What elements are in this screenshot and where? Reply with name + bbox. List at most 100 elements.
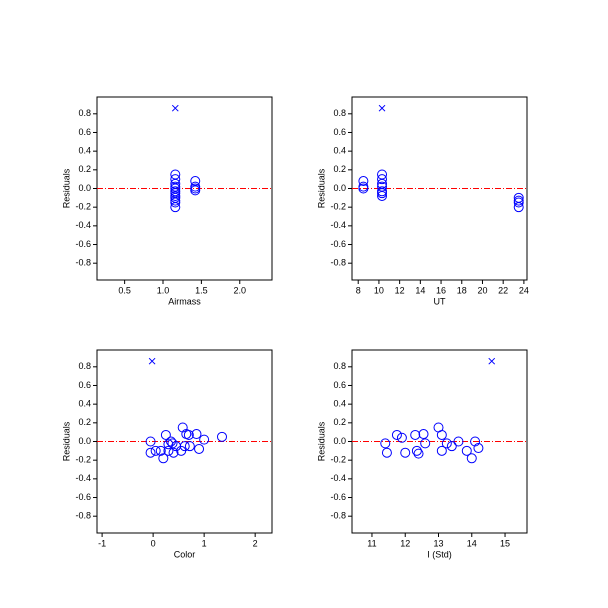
point [466, 453, 477, 464]
y-tick-label: 0.6 [333, 380, 346, 390]
x-axis-label: UT [434, 296, 446, 306]
y-tick-label: 0.4 [78, 399, 91, 409]
point [380, 438, 391, 449]
x-tick-label: 10 [374, 285, 384, 295]
y-tick-label: 0.0 [333, 183, 346, 193]
x-tick-label: 11 [367, 538, 376, 548]
y-tick-label: 0.2 [78, 417, 91, 427]
y-tick-label: 0.6 [78, 127, 91, 137]
point [163, 445, 174, 456]
scatter-panel: 0.8 0.6 0.4 0.2 0.0 -0.2 -0.4 -0.6 -0.8 -1 0 1 2 Colo… [61, 349, 273, 559]
point [410, 429, 421, 440]
point [170, 202, 181, 213]
y-axis-label: Residuals [316, 421, 326, 461]
x-tick-label: 0 [151, 538, 156, 548]
point [377, 190, 388, 201]
point [436, 445, 447, 456]
point [396, 432, 407, 443]
y-tick-label: -0.6 [75, 492, 91, 502]
point [436, 429, 447, 440]
point [179, 441, 190, 452]
point [358, 183, 369, 194]
x-tick-label: 15 [500, 538, 510, 548]
x-tick-label: 1 [202, 538, 207, 548]
point [441, 438, 452, 449]
y-tick-label: -0.8 [75, 258, 91, 268]
x-tick-label: 14 [415, 285, 425, 295]
point [170, 197, 181, 208]
y-axis-label: Residuals [316, 168, 326, 208]
x-axis-label: Color [174, 549, 196, 559]
x-tick-label: 12 [400, 538, 410, 548]
y-tick-label: 0.2 [78, 164, 91, 174]
x-tick-label: 1.0 [157, 285, 170, 295]
y-tick-label: -0.4 [75, 220, 91, 230]
x-tick-label: 0.5 [118, 285, 131, 295]
scatter-panel: 0.8 0.6 0.4 0.2 0.0 -0.2 -0.4 -0.6 -0.8 11 12 13 14 1… [316, 349, 528, 559]
point [358, 181, 369, 192]
y-tick-label: 0.2 [333, 164, 346, 174]
point [418, 429, 429, 440]
outlier-point [171, 104, 179, 112]
point [473, 443, 484, 454]
x-axis-label: Airmass [168, 296, 201, 306]
point [513, 197, 524, 208]
x-tick-label: 2.0 [234, 285, 247, 295]
y-tick-label: 0.6 [333, 127, 346, 137]
scatter-panel: 0.8 0.6 0.4 0.2 0.0 -0.2 -0.4 -0.6 -0.8 0.5 1.0 1.5… [61, 96, 273, 306]
y-tick-label: 0.6 [78, 380, 91, 390]
y-axis-label: Residuals [61, 421, 71, 461]
y-tick-label: 0.0 [333, 436, 346, 446]
point [150, 445, 161, 456]
point [217, 431, 227, 442]
point [413, 448, 424, 459]
x-tick-label: 1.5 [195, 285, 208, 295]
x-tick-label: 12 [395, 285, 405, 295]
y-tick-label: 0.8 [78, 361, 91, 371]
y-tick-label: 0.8 [78, 108, 91, 118]
x-tick-label: 8 [356, 285, 361, 295]
point [191, 429, 202, 440]
point [163, 439, 174, 450]
point [158, 453, 169, 464]
point [470, 436, 481, 447]
point [184, 441, 195, 452]
y-tick-label: -0.8 [330, 511, 346, 521]
y-tick-label: 0.2 [333, 417, 346, 427]
x-tick-label: -1 [98, 538, 106, 548]
point [155, 445, 166, 456]
y-axis-label: Residuals [61, 168, 71, 208]
outlier-point [488, 357, 496, 365]
y-tick-label: -0.6 [330, 239, 346, 249]
y-tick-label: -0.6 [330, 492, 346, 502]
point [377, 188, 388, 199]
point [168, 447, 179, 458]
point [358, 176, 369, 187]
x-tick-label: 14 [467, 538, 477, 548]
y-tick-label: 0.4 [333, 146, 346, 156]
outlier-point [378, 104, 386, 112]
x-tick-label: 16 [436, 285, 446, 295]
point [446, 441, 457, 452]
y-tick-label: -0.2 [330, 202, 346, 212]
point [194, 443, 205, 454]
point [391, 429, 402, 440]
y-tick-label: 0.0 [78, 183, 91, 193]
point [400, 447, 411, 458]
y-tick-label: -0.4 [330, 473, 346, 483]
y-tick-label: -0.8 [330, 258, 346, 268]
point [377, 174, 388, 185]
outlier-point [148, 357, 156, 365]
point [145, 436, 156, 447]
x-tick-label: 13 [433, 538, 443, 548]
point [183, 429, 194, 440]
point [199, 434, 210, 445]
y-tick-label: -0.2 [330, 455, 346, 465]
x-tick-label: 2 [253, 538, 258, 548]
y-tick-label: -0.2 [75, 455, 91, 465]
point [411, 445, 422, 456]
point [453, 436, 464, 447]
x-tick-label: 18 [457, 285, 467, 295]
point [461, 445, 472, 456]
